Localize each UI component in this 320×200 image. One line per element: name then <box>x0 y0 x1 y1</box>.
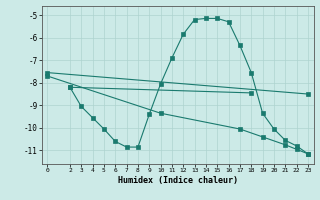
X-axis label: Humidex (Indice chaleur): Humidex (Indice chaleur) <box>118 176 237 185</box>
